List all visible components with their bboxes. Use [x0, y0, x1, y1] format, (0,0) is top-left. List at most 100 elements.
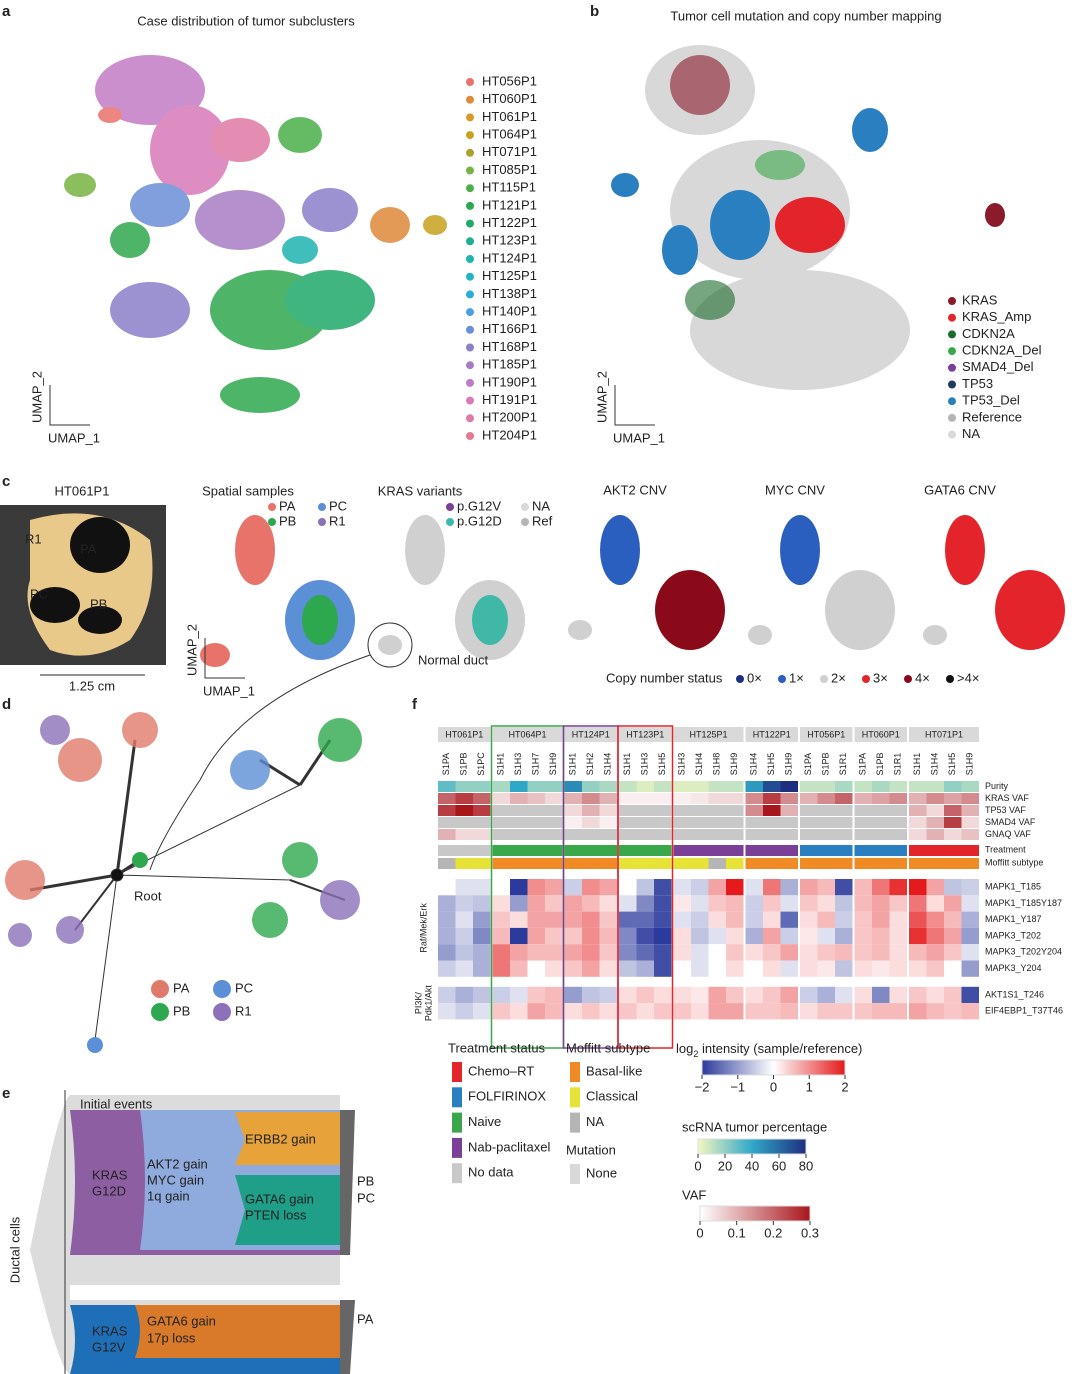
event-label: KRAS — [92, 1323, 128, 1338]
legend-swatch — [570, 1164, 580, 1184]
sample-label: S1H9 — [548, 753, 558, 776]
legend-title: Moffitt subtype — [566, 1040, 650, 1055]
heatmap-cell — [872, 805, 890, 816]
heatmap-cell — [854, 781, 872, 792]
tick-label: 40 — [745, 1158, 759, 1173]
heatmap-cell — [800, 817, 818, 828]
group-header — [909, 727, 979, 742]
lineage-tree — [5, 712, 362, 1053]
heatmap-cell — [654, 781, 672, 792]
axis-label: UMAP_2 — [184, 624, 199, 676]
heatmap-cell — [473, 805, 491, 816]
sample-label: S1H3 — [513, 753, 523, 776]
heatmap-cell — [654, 793, 672, 804]
treatment-cell — [691, 845, 709, 856]
heatmap-cell — [780, 879, 798, 896]
legend-entry: 4× — [915, 670, 930, 685]
heatmap-cell — [944, 944, 962, 961]
legend-entry: HT061P1 — [482, 109, 537, 124]
subtype-cell — [800, 858, 818, 869]
heatmap-cell — [691, 944, 709, 961]
heatmap-cell — [763, 944, 781, 961]
pathway-label: Pdk1/Akt — [423, 985, 433, 1022]
heatmap-cell — [745, 911, 763, 928]
heatmap-cell — [545, 986, 563, 1004]
legend-entry: R1 — [329, 513, 346, 528]
heatmap-cell — [909, 960, 927, 977]
tick-label: 0.3 — [801, 1225, 819, 1240]
heatmap-cell — [473, 986, 491, 1004]
heatmap-cell — [438, 1003, 456, 1020]
axis-label: UMAP_2 — [594, 371, 609, 423]
heatmap-cell — [708, 793, 726, 804]
tick-label: 0 — [696, 1225, 703, 1240]
legend-dot — [466, 290, 474, 299]
legend-entry: HT123P1 — [482, 233, 537, 248]
subtype-cell — [817, 858, 835, 869]
row-label: KRAS VAF — [985, 793, 1029, 803]
group-name: HT123P1 — [626, 729, 664, 739]
treatment-cell — [909, 845, 927, 856]
treatment-cell — [726, 845, 744, 856]
heatmap-cell — [455, 911, 473, 928]
treatment-cell — [961, 845, 979, 856]
heatmap-cell — [817, 986, 835, 1004]
legend-dot — [446, 503, 454, 511]
heatmap-cell — [726, 960, 744, 977]
heatmap-cell — [619, 911, 637, 928]
heatmap-cell — [835, 817, 853, 828]
tick-label: 0.2 — [764, 1225, 782, 1240]
heatmap-cell — [564, 781, 582, 792]
legend-entry: HT071P1 — [482, 144, 537, 159]
heatmap-cell — [473, 829, 491, 840]
subplot-title: GATA6 CNV — [924, 482, 996, 497]
heatmap-cell — [708, 944, 726, 961]
heatmap-cell — [745, 927, 763, 945]
pathway-label: Raf/Mek/Erk — [418, 903, 428, 953]
treatment-cell — [872, 845, 890, 856]
annotation: Initial events — [80, 1096, 153, 1111]
heatmap-cell — [817, 781, 835, 792]
heatmap-cell — [889, 879, 907, 896]
sample-label: S1PC — [476, 752, 486, 776]
heatmap-cell — [636, 911, 654, 928]
heatmap-cell — [438, 911, 456, 928]
treatment-cell — [492, 845, 510, 856]
photo-label: PC — [30, 586, 48, 601]
heatmap-cell — [817, 960, 835, 977]
heatmap-cell — [961, 805, 979, 816]
panel-label: d — [2, 696, 11, 713]
heatmap-cell — [510, 1003, 528, 1020]
heatmap-cell — [619, 817, 637, 828]
heatmap-cell — [780, 793, 798, 804]
treatment-cell — [636, 845, 654, 856]
legend-dot — [948, 347, 956, 356]
legend-dot — [521, 503, 529, 511]
heatmap-cell — [780, 805, 798, 816]
row-label: GNAQ VAF — [985, 829, 1031, 839]
row-label: Treatment — [985, 844, 1026, 854]
row-label: MAPK1_T185 — [985, 882, 1041, 892]
heatmap-cell — [926, 1003, 944, 1020]
heatmap-cell — [582, 879, 600, 896]
subtype-cell — [455, 858, 473, 869]
legend-entry: NA — [962, 426, 980, 441]
subtype-cell — [492, 858, 510, 869]
panel-label: c — [2, 473, 10, 490]
legend-entry: HT060P1 — [482, 91, 537, 106]
heatmap-cell — [545, 960, 563, 977]
sample-label: S1H1 — [622, 753, 632, 776]
heatmap-cell — [564, 960, 582, 977]
sample-label: S1H9 — [965, 753, 975, 776]
treatment-cell — [438, 845, 456, 856]
subplot-title: MYC CNV — [765, 482, 825, 497]
legend-entry: HT185P1 — [482, 357, 537, 372]
heatmap-cell — [473, 944, 491, 961]
heatmap-cell — [654, 817, 672, 828]
sample-label: S1PB — [821, 752, 831, 775]
subtype-cell — [654, 858, 672, 869]
heatmap-cell — [654, 829, 672, 840]
heatmap-cell — [909, 879, 927, 896]
heatmap-cell — [636, 781, 654, 792]
